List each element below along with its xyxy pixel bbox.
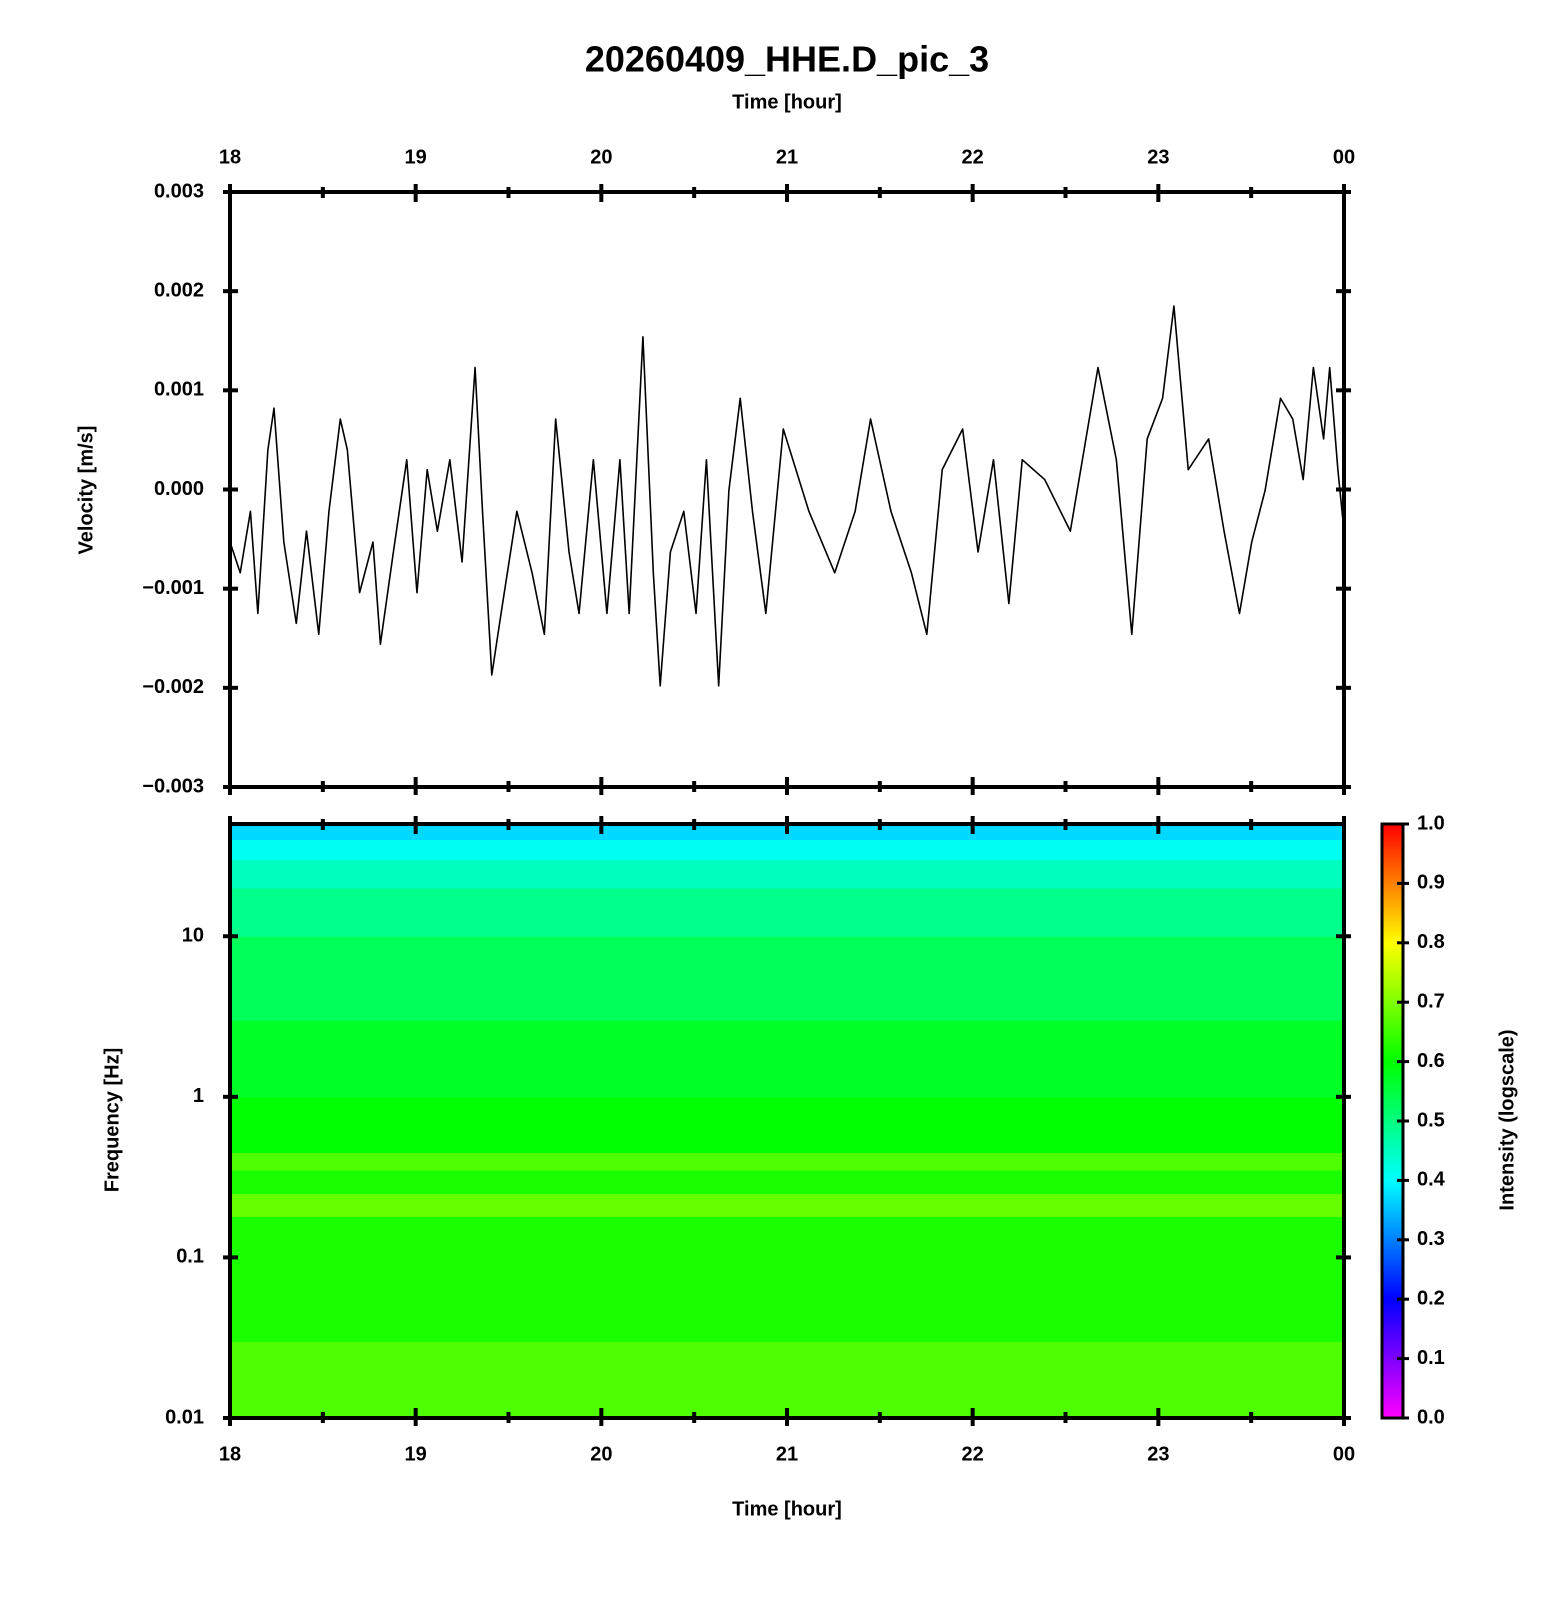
x-tick-label: 22 bbox=[962, 146, 984, 168]
x-tick-label: 21 bbox=[776, 1443, 798, 1465]
colorbar-tick-label: 0.0 bbox=[1417, 1406, 1445, 1428]
spectrogram-band bbox=[230, 1170, 1344, 1195]
colorbar-tick-label: 0.2 bbox=[1417, 1287, 1445, 1309]
spectrogram-band bbox=[230, 936, 1344, 1021]
x-axis-label: Time [hour] bbox=[732, 91, 842, 113]
y-tick-label: −0.003 bbox=[142, 775, 204, 797]
spectrogram-band bbox=[230, 1152, 1344, 1171]
colorbar-tick-label: 1.0 bbox=[1417, 812, 1445, 834]
spectrogram-band bbox=[230, 1341, 1344, 1419]
colorbar-tick-label: 0.5 bbox=[1417, 1109, 1445, 1131]
colorbar-tick-label: 0.9 bbox=[1417, 872, 1445, 894]
y-axis-label: Frequency [Hz] bbox=[101, 1048, 123, 1192]
x-tick-label: 00 bbox=[1333, 146, 1355, 168]
y-tick-label: 0.01 bbox=[165, 1406, 204, 1428]
x-axis-label: Time [hour] bbox=[732, 1498, 842, 1520]
x-tick-label: 18 bbox=[219, 146, 241, 168]
y-tick-label: 0.000 bbox=[154, 478, 204, 500]
colorbar-tick-label: 0.8 bbox=[1417, 931, 1445, 953]
x-tick-label: 20 bbox=[590, 1443, 612, 1465]
x-tick-label: 23 bbox=[1147, 1443, 1169, 1465]
spectrogram-band bbox=[230, 1096, 1344, 1154]
x-tick-label: 20 bbox=[590, 146, 612, 168]
spectrogram-band bbox=[230, 1229, 1344, 1342]
colorbar-label: Intensity (logscale) bbox=[1496, 1029, 1518, 1210]
y-tick-label: 1 bbox=[193, 1085, 204, 1107]
y-tick-label: 0.003 bbox=[154, 180, 204, 202]
y-tick-label: 0.001 bbox=[154, 379, 204, 401]
colorbar-tick-label: 0.7 bbox=[1417, 990, 1445, 1012]
colorbar-tick-label: 0.1 bbox=[1417, 1347, 1445, 1369]
y-tick-label: 0.002 bbox=[154, 279, 204, 301]
spectrogram-band bbox=[230, 1193, 1344, 1217]
colorbar-tick-label: 0.3 bbox=[1417, 1228, 1445, 1250]
x-tick-label: 00 bbox=[1333, 1443, 1355, 1465]
spectrogram-band bbox=[230, 1216, 1344, 1230]
spectrogram-band bbox=[230, 887, 1344, 937]
y-tick-label: 0.1 bbox=[176, 1246, 204, 1268]
y-tick-label: −0.002 bbox=[142, 676, 204, 698]
colorbar-tick-label: 0.6 bbox=[1417, 1050, 1445, 1072]
spectrogram-band bbox=[230, 1020, 1344, 1098]
x-tick-label: 19 bbox=[405, 146, 427, 168]
x-tick-label: 19 bbox=[405, 1443, 427, 1465]
y-tick-label: 10 bbox=[182, 925, 204, 947]
x-tick-label: 22 bbox=[962, 1443, 984, 1465]
y-tick-label: −0.001 bbox=[142, 577, 204, 599]
x-tick-label: 21 bbox=[776, 146, 798, 168]
spectrogram-band bbox=[230, 839, 1344, 861]
waveform-line bbox=[229, 305, 1345, 687]
plot-frame bbox=[228, 190, 1346, 789]
x-tick-label: 23 bbox=[1147, 146, 1169, 168]
chart-title: 20260409_HHE.D_pic_3 bbox=[585, 39, 989, 80]
spectrogram-band bbox=[230, 859, 1344, 889]
y-axis-label: Velocity [m/s] bbox=[75, 426, 97, 555]
x-tick-label: 18 bbox=[219, 1443, 241, 1465]
colorbar-tick-label: 0.4 bbox=[1417, 1169, 1446, 1191]
